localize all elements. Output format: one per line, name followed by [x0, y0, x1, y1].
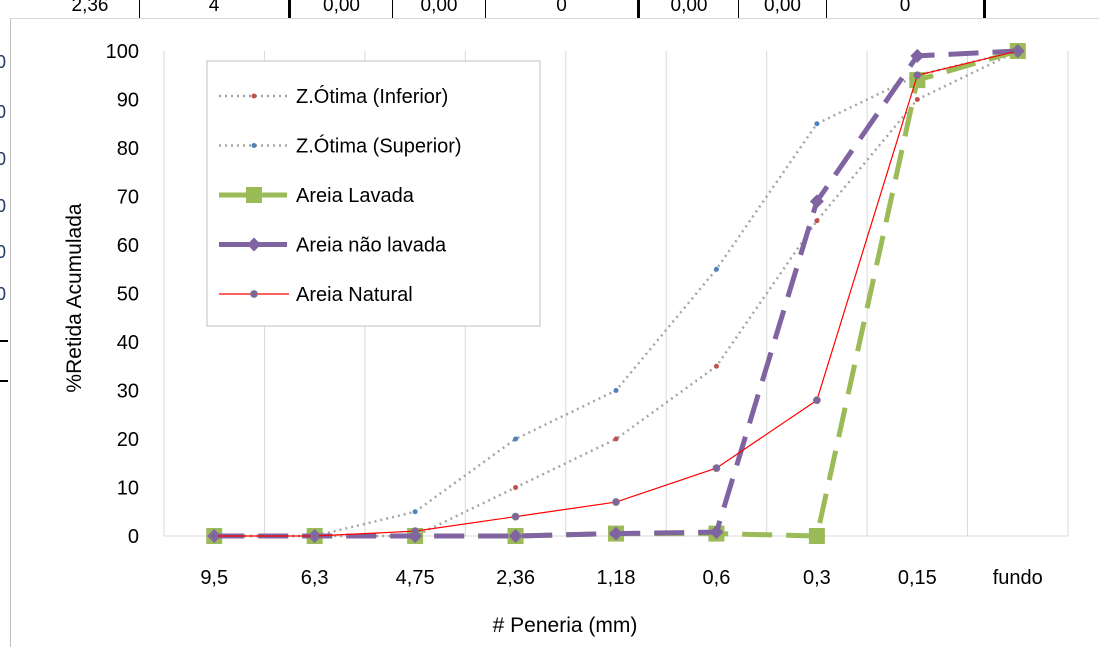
legend-label: Z.Ótima (Superior): [296, 135, 462, 158]
series-areia-natural: [210, 47, 1022, 540]
data-point-marker: [609, 526, 623, 541]
data-point-marker: [612, 498, 620, 506]
cell-border: [637, 0, 640, 18]
y-tick-label: 100: [106, 41, 139, 63]
data-point-marker: [812, 396, 821, 405]
x-tick-label: 6,3: [301, 567, 329, 589]
data-point-marker: [613, 436, 619, 442]
sheet-cell[interactable]: 0,00: [764, 0, 801, 16]
sheet-cell[interactable]: 0: [899, 0, 911, 16]
data-point-marker: [914, 97, 920, 102]
left-cell-glyph: 0: [0, 149, 7, 169]
y-tick-label: 60: [117, 235, 139, 257]
cell-border: [0, 340, 8, 342]
x-tick-label: 0,3: [803, 567, 831, 589]
left-cell-glyph: 0: [0, 52, 7, 72]
x-tick-label: fundo: [993, 567, 1043, 589]
left-cell-glyph: 0: [0, 242, 7, 262]
cell-border: [983, 0, 986, 18]
spreadsheet-row: 2,36 4 0,00 0,00 0 0,00 0,00 0: [0, 0, 1099, 18]
cell-border: [485, 0, 486, 18]
y-tick-label: 20: [117, 429, 139, 451]
legend-marker: [251, 143, 257, 148]
x-tick-label: 0,15: [898, 567, 937, 589]
y-tick-label: 70: [117, 187, 139, 209]
cell-border: [0, 380, 8, 382]
data-point-marker: [909, 72, 926, 89]
data-point-marker: [712, 464, 721, 473]
data-point-marker: [411, 527, 420, 536]
x-tick-label: 1,18: [597, 567, 636, 589]
legend-label: Z.Ótima (Inferior): [296, 85, 448, 108]
x-tick-label: 2,36: [496, 567, 535, 589]
y-axis-title: %Retida Acumulada: [63, 203, 86, 392]
cell-border: [139, 0, 140, 18]
left-column-strip: 0 0 0 0 0 0: [0, 18, 10, 646]
data-point-marker: [513, 436, 519, 442]
x-tick-label: 0,6: [703, 567, 731, 589]
cell-border: [392, 0, 393, 18]
data-point-marker: [713, 363, 719, 369]
legend-entry: Areia não lavada: [219, 235, 447, 257]
data-point-marker: [210, 532, 219, 540]
data-point-marker: [713, 266, 719, 272]
cell-border: [738, 0, 739, 18]
legend-entry: Areia Lavada: [219, 185, 415, 207]
data-point-marker: [809, 194, 824, 209]
cell-border: [288, 0, 291, 18]
y-tick-label: 30: [117, 381, 139, 403]
legend-label: Areia não lavada: [296, 235, 447, 257]
x-axis-title: # Peneria (mm): [493, 614, 638, 637]
legend-label: Areia Natural: [296, 284, 413, 306]
line-chart: 0 10 20 30 40 50 60 70 80 90 100 9,5 6,3 4,75 2,36 1,1…: [63, 41, 1069, 637]
legend: Z.Ótima (Inferior) Z.Ótima (Superior) Arei…: [206, 60, 541, 327]
data-point-marker: [613, 388, 619, 393]
y-tick-label: 40: [117, 332, 139, 354]
data-point-marker: [808, 528, 825, 544]
series-lines: [206, 43, 1026, 544]
y-tick-label: 90: [117, 90, 139, 112]
sheet-cell[interactable]: 2,36: [71, 0, 109, 16]
sheet-cell[interactable]: 4: [208, 0, 220, 16]
x-tick-label: 4,75: [396, 567, 435, 589]
sheet-cell[interactable]: 0,00: [670, 0, 708, 16]
data-point-marker: [1013, 47, 1022, 55]
legend-marker: [246, 187, 262, 203]
data-point-marker: [412, 509, 418, 515]
cell-border: [826, 0, 827, 18]
y-tick-label: 0: [128, 526, 139, 548]
left-cell-glyph: 0: [0, 196, 7, 216]
data-point-marker: [814, 218, 820, 224]
data-point-marker: [511, 512, 520, 521]
data-point-marker: [513, 485, 519, 490]
sheet-cell[interactable]: 0,00: [323, 0, 360, 16]
legend-marker: [251, 93, 257, 99]
sheet-cell[interactable]: 0,00: [420, 0, 458, 16]
chart-area[interactable]: 0 10 20 30 40 50 60 70 80 90 100 9,5 6,3 4,75 2,36 1,1…: [10, 18, 1099, 647]
data-point-marker: [814, 121, 820, 127]
data-point-marker: [508, 529, 523, 543]
data-point-marker: [310, 532, 319, 540]
legend-entry: Z.Ótima (Inferior): [219, 85, 448, 108]
y-tick-labels: 0 10 20 30 40 50 60 70 80 90 100: [106, 41, 139, 548]
legend-entry: Z.Ótima (Superior): [219, 135, 462, 158]
y-tick-label: 50: [117, 284, 139, 306]
left-cell-glyph: 0: [0, 102, 7, 122]
x-tick-label: 9,5: [200, 567, 228, 589]
data-point-marker: [913, 71, 922, 80]
legend-marker: [250, 290, 258, 298]
data-point-marker: [910, 48, 925, 63]
legend-label: Areia Lavada: [296, 185, 415, 207]
y-tick-label: 80: [117, 138, 139, 160]
sheet-cell[interactable]: 0: [556, 0, 567, 16]
data-point-marker: [709, 525, 724, 540]
legend-entry: Areia Natural: [219, 284, 413, 306]
x-tick-labels: 9,5 6,3 4,75 2,36 1,18 0,6 0,3 0,15 fundo: [200, 567, 1042, 589]
legend-marker: [247, 237, 261, 252]
left-cell-glyph: 0: [0, 284, 7, 304]
y-tick-label: 10: [117, 478, 139, 500]
